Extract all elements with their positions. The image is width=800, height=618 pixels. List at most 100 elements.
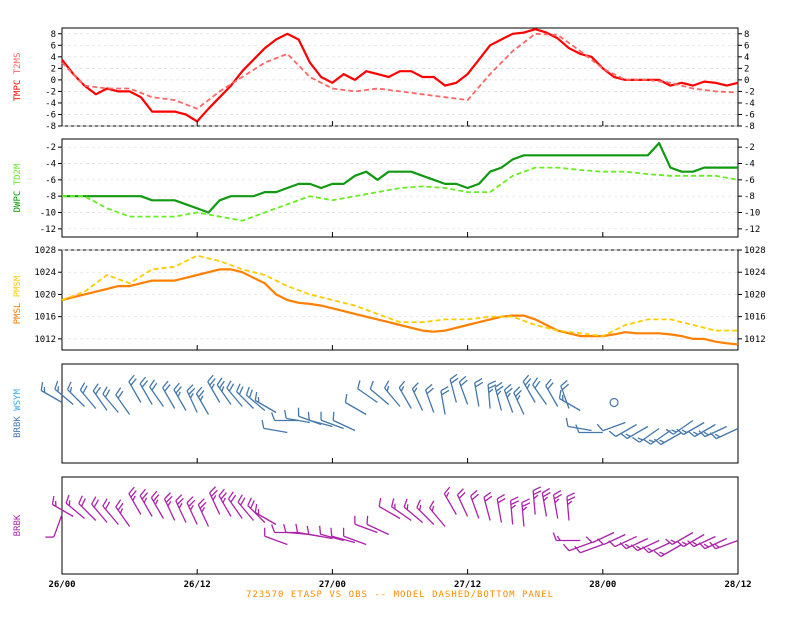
barb-feather — [186, 384, 194, 392]
barb-feather — [471, 493, 479, 501]
barb-feather — [261, 419, 265, 429]
wind-barb — [416, 499, 435, 525]
barb-feather — [676, 428, 684, 436]
wind-barb — [552, 489, 562, 519]
y-tick-label-left: -6 — [45, 176, 56, 186]
wind-barb — [565, 417, 592, 432]
wind-barb — [619, 537, 649, 550]
wind-barb — [487, 380, 497, 409]
barb-feather — [483, 491, 492, 498]
wind-barb — [330, 527, 356, 544]
barb-feather — [81, 498, 86, 507]
y-tick-label-right: 2 — [744, 64, 749, 74]
wind-barb — [698, 425, 728, 438]
barb-feather — [560, 379, 568, 387]
barb-feather — [384, 380, 390, 389]
barb-feather — [565, 417, 569, 427]
barb-feather — [671, 429, 677, 433]
barb-feather — [547, 382, 554, 390]
barb-feather — [218, 380, 225, 389]
barb-feather — [458, 491, 466, 499]
barb-feather — [665, 428, 674, 435]
y-tick-label-right: -6 — [744, 110, 755, 120]
wind-barb — [574, 543, 604, 554]
barb-feather — [553, 493, 562, 500]
barb-feather — [562, 543, 570, 552]
barb-feather — [709, 541, 716, 550]
barb-feather — [104, 501, 111, 510]
wind-barb — [390, 498, 412, 522]
barb-feather — [445, 492, 450, 498]
barb-feather — [637, 437, 643, 441]
wind-barb — [642, 541, 671, 554]
barb-feather — [608, 540, 616, 548]
barb-feather — [449, 373, 458, 380]
barb-staff — [67, 389, 85, 407]
wind-barb — [54, 380, 74, 405]
wind-barb — [186, 384, 198, 413]
barb-feather — [624, 543, 631, 548]
panel-label-part: WSYM — [13, 389, 23, 417]
y-tick-label-left: 1028 — [34, 246, 56, 256]
barb-staff — [614, 535, 637, 548]
wind-barb — [403, 498, 423, 523]
wind-barb — [398, 380, 412, 409]
wind-barb — [186, 496, 198, 525]
barb-feather — [226, 380, 232, 389]
y-tick-label-right: -10 — [744, 209, 760, 219]
barb-feather — [199, 501, 207, 509]
barb-feather — [558, 389, 562, 399]
barb-feather — [216, 377, 223, 386]
wind-barb — [115, 387, 131, 415]
y-tick-label-left: 8 — [51, 30, 56, 40]
y-tick-label-right: 1024 — [744, 268, 766, 278]
barb-staff — [309, 419, 333, 428]
barb-feather — [115, 387, 122, 396]
barb-feather — [270, 412, 276, 421]
barb-staff — [78, 503, 97, 521]
panel-frame — [61, 138, 739, 238]
barb-feather — [210, 489, 218, 497]
barb-feather — [152, 494, 160, 502]
barb-feather — [703, 431, 709, 436]
barb-feather — [245, 386, 250, 396]
barb-feather — [636, 545, 642, 550]
barb-feather — [102, 498, 108, 507]
barb-feather — [141, 380, 149, 388]
barb-feather — [692, 541, 698, 546]
wind-barb — [139, 376, 153, 405]
wind-barb — [102, 386, 119, 413]
barb-feather — [488, 388, 494, 394]
wind-barb — [608, 423, 637, 438]
barb-feather — [532, 377, 539, 386]
barb-feather — [228, 383, 235, 392]
barb-feather — [585, 536, 593, 544]
y-tick-label-left: -8 — [45, 122, 56, 132]
barb-feather — [306, 525, 310, 535]
wind-barb — [665, 531, 694, 546]
barb-feather — [195, 386, 203, 395]
wind-barb — [139, 488, 153, 517]
barb-feather — [154, 499, 159, 505]
barb-feather — [79, 382, 86, 391]
barb-staff — [704, 425, 728, 438]
wind-barb — [687, 535, 716, 548]
wind-barb — [541, 487, 551, 517]
barb-feather — [475, 381, 484, 388]
barb-staff — [308, 533, 333, 540]
wind-barb — [440, 385, 450, 415]
barb-feather — [189, 505, 194, 511]
wind-barb — [596, 421, 626, 432]
barb-staff — [286, 417, 310, 424]
barb-feather — [458, 375, 467, 383]
wind-barb — [632, 427, 660, 443]
wind-barb — [513, 386, 525, 415]
barb-feather — [78, 495, 83, 504]
barb-feather — [366, 515, 369, 525]
barb-feather — [173, 382, 180, 391]
wind-barb — [424, 383, 435, 413]
wind-barb — [562, 541, 592, 552]
wind-barb — [45, 514, 63, 538]
wind-barb — [247, 497, 266, 523]
wind-barb — [597, 533, 626, 546]
